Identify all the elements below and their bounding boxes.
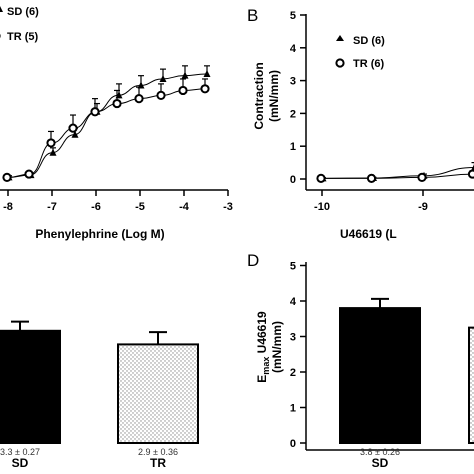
- panel-a-tr-point: [2, 172, 12, 182]
- panel-b-legend-item-tr: TR (6): [335, 58, 385, 70]
- panel-a-legend: SD (6) TR (5): [0, 6, 39, 43]
- panel-d-axes: 0 1 2 3 4 5: [290, 261, 474, 451]
- panel-a-tr-point: [24, 169, 34, 179]
- panel-c-bar-value-label: 2.9 ± 0.36: [138, 447, 178, 457]
- panel-a-sd-fit-line: [7, 73, 207, 178]
- panel-b-tr-point: [316, 173, 326, 183]
- panel-b-legend: SD (6) TR (6): [335, 35, 385, 70]
- panel-d-y-axis-title-line2: (mN/mm): [270, 321, 284, 373]
- panel-c-category-label: TR: [150, 456, 166, 470]
- panel-b-y-axis-title-line1: Contraction: [252, 62, 266, 129]
- panel-a-chart: -8 -7 -6 -5 -4 -3 Phenylephrine (Log M) SD (6…: [0, 6, 233, 241]
- panel-b-tr-fit-line: [322, 173, 474, 179]
- panel-d-y-tick-label: 1: [290, 403, 296, 415]
- panel-a-x-tick-label: -7: [47, 201, 57, 213]
- panel-a-tr-fit-line: [7, 88, 207, 178]
- panel-a-x-tick-label: -3: [223, 201, 233, 213]
- panel-b-x-axis-title: U46619 (L: [340, 227, 397, 241]
- triangle-marker-icon: [0, 6, 3, 12]
- panel-b-legend-item-sd: SD (6): [336, 35, 385, 47]
- panel-letter-d: D: [247, 251, 259, 270]
- circle-marker-icon: [335, 58, 345, 68]
- panel-d-y-tick-label: 4: [290, 296, 297, 308]
- panel-d-category-label: SD: [372, 456, 389, 470]
- panel-d-bar-value-label: 3.8 ± 0.26: [360, 447, 400, 457]
- panel-b-legend-label-sd: SD (6): [353, 35, 385, 47]
- panel-b-x-tick-label: -10: [314, 201, 330, 213]
- panel-b-tr-point: [417, 172, 427, 182]
- panel-a-sd-point: [159, 74, 167, 82]
- panel-c-category-label: SD: [12, 456, 29, 470]
- panel-a-tr-point: [90, 107, 100, 117]
- panel-b-sd-fit-line: [321, 166, 474, 179]
- panel-a-sd-point: [71, 130, 79, 138]
- panel-d-bar-sd: [339, 307, 421, 444]
- panel-c-bar-tr: [117, 343, 199, 444]
- panel-a-tr-point: [156, 90, 166, 100]
- triangle-marker-icon: [336, 35, 344, 41]
- panel-b-y-axis-title-line2: (mN/mm): [267, 70, 281, 122]
- panel-b-tr-point: [467, 169, 474, 179]
- panel-d-y-tick-label: 5: [290, 261, 296, 273]
- panel-a-tr-point: [134, 94, 144, 104]
- panel-a-legend-label-tr: TR (5): [7, 31, 39, 43]
- panel-d-y-axis-title-line1: Emax U46619: [255, 311, 271, 383]
- panel-b-y-tick-label: 1: [290, 141, 296, 153]
- panel-a-sd-point: [203, 70, 211, 78]
- panel-a-tr-point: [46, 138, 56, 148]
- panel-b-legend-label-tr: TR (6): [353, 58, 385, 70]
- panel-a-marks: [2, 65, 211, 182]
- panel-c-bar-sd: [0, 329, 61, 444]
- panel-b-y-tick-label: 3: [290, 76, 296, 88]
- panel-b-x-tick-label: -9: [418, 201, 428, 213]
- panel-d-y-tick-label: 3: [290, 332, 296, 344]
- panel-a-tr-point: [112, 98, 122, 109]
- panel-d-bar-cropped: [468, 326, 474, 444]
- panel-b-marks: [316, 162, 474, 183]
- panel-a-sd-point: [49, 148, 57, 156]
- panel-a-x-tick-label: -5: [135, 201, 145, 213]
- panel-a-sd-point: [181, 71, 189, 79]
- panel-b-y-tick-label: 5: [290, 10, 296, 22]
- panel-d-y-tick-label: 0: [290, 438, 296, 450]
- panel-b-y-tick-label: 0: [290, 174, 296, 186]
- panel-a-tr-point: [178, 85, 188, 96]
- panel-a-axes: -8 -7 -6 -5 -4 -3: [0, 189, 233, 213]
- panel-a-legend-label-sd: SD (6): [7, 6, 39, 18]
- panel-a-x-tick-label: -6: [91, 201, 101, 213]
- panel-a-x-tick-label: -8: [3, 201, 13, 213]
- panel-letter-b: B: [247, 6, 258, 25]
- panel-b-sd-point: [471, 164, 474, 171]
- panel-d-y-tick-label: 2: [290, 367, 296, 379]
- panel-b-y-tick-label: 4: [290, 43, 297, 55]
- panel-c-bar-value-label: 3.3 ± 0.27: [0, 447, 40, 457]
- panel-b-tr-point: [366, 173, 377, 183]
- panel-a-legend-item-sd: SD (6): [0, 6, 39, 18]
- panel-a-x-axis-title: Phenylephrine (Log M): [35, 227, 164, 241]
- panel-a-tr-point: [68, 123, 78, 133]
- panel-a-tr-point: [200, 84, 210, 94]
- panel-a-legend-item-tr: TR (5): [0, 31, 39, 43]
- panel-a-x-tick-label: -4: [179, 201, 190, 213]
- panel-b-y-tick-label: 2: [290, 108, 296, 120]
